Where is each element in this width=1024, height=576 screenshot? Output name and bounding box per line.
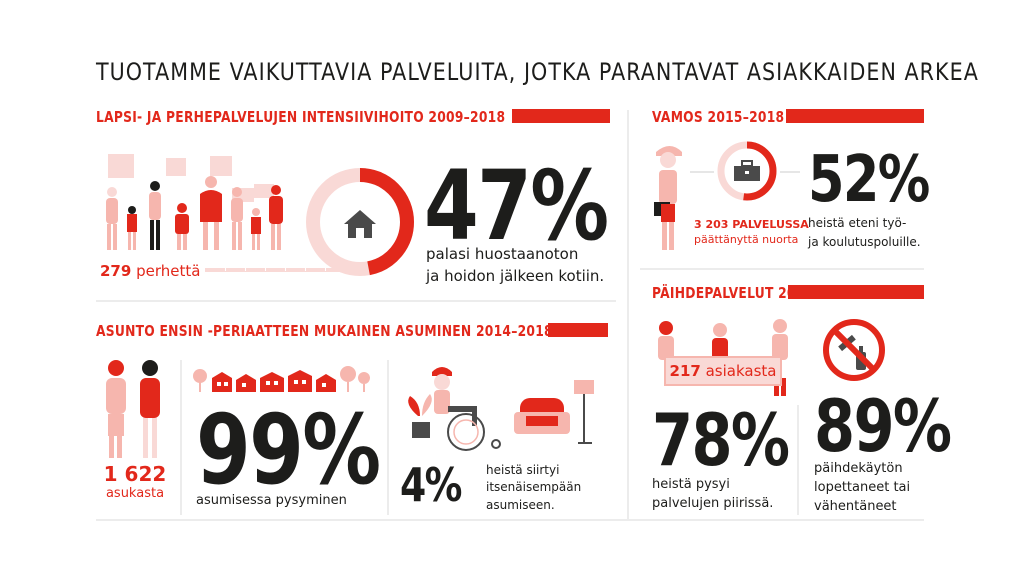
divider-horizontal-right: [640, 268, 924, 270]
house-icon: [344, 210, 376, 238]
divider-s3-b: [387, 360, 389, 515]
section4-percent-a: 78%: [652, 398, 790, 482]
section1-text: palasi huostaanoton ja hoidon jälkeen ko…: [426, 244, 604, 288]
section3-text-b-line3: asumiseen.: [486, 497, 555, 512]
section4-banner: 217 asiakasta: [664, 356, 782, 386]
section3-percent-b: 4%: [400, 458, 462, 512]
wheelchair-illustration: [408, 367, 594, 451]
section2-text-line2: ja koulutuspoluille.: [808, 234, 921, 249]
section1-count: 279 perhettä: [100, 262, 200, 280]
divider-vertical-main: [627, 110, 629, 520]
section4-heading-bar: [788, 285, 924, 299]
briefcase-icon: [734, 160, 760, 181]
page-title: TUOTAMME VAIKUTTAVIA PALVELUITA, JOTKA P…: [96, 58, 979, 86]
section3-heading-bar: [548, 323, 608, 337]
section4-percent-b: 89%: [814, 384, 952, 468]
banner-people-illustration: [658, 319, 788, 396]
section1-percent: 47%: [424, 150, 609, 262]
section1-count-label: perhettä: [136, 262, 201, 280]
section4-heading: PÄIHDEPALVELUT 2018: [652, 284, 814, 302]
section1-text-line1: palasi huostaanoton: [426, 245, 579, 263]
section4-text-b-line3: vähentäneet: [814, 498, 897, 514]
section2-heading: VAMOS 2015–2018: [652, 108, 785, 126]
section3-text-a: asumisessa pysyminen: [196, 493, 347, 508]
section2-count-number: 3 203 PALVELUSSA: [694, 218, 809, 231]
section3-text-b-line2: itsenäisempään: [486, 480, 582, 495]
section4-banner-number: 217: [669, 362, 701, 380]
section2-count-label: päättänyttä nuorta: [694, 232, 799, 246]
timeline-ruler: [205, 268, 365, 272]
section2-heading-bar: [786, 109, 924, 123]
section2-percent: 52%: [808, 143, 930, 217]
section4-text-b-line1: päihdekäytön: [814, 461, 903, 476]
divider-s3-a: [180, 360, 182, 515]
family-illustration: [106, 154, 283, 250]
section4-text-b-line2: lopettaneet tai: [814, 479, 911, 495]
divider-bottom: [96, 519, 924, 521]
section4-text-b: päihdekäytön lopettaneet tai vähentäneet: [814, 460, 910, 517]
section3-heading: ASUNTO ENSIN -PERIAATTEEN MUKAINEN ASUMI…: [96, 322, 553, 340]
section4-text-a-line1: heistä pysyi: [652, 477, 730, 492]
section1-heading: LAPSI- JA PERHEPALVELUJEN INTENSIIVIHOIT…: [96, 108, 506, 126]
section3-percent-a: 99%: [196, 394, 381, 506]
section2-text-line1: heistä eteni työ-: [808, 216, 907, 230]
divider-s4: [797, 405, 799, 515]
residents-illustration: [106, 360, 160, 458]
section4-text-a-line2: palvelujen piirissä.: [652, 495, 774, 511]
section2-count: 3 203 PALVELUSSA päättänyttä nuorta: [694, 218, 809, 248]
section4-banner-label: asiakasta: [705, 362, 777, 380]
section3-text-b-line1: heistä siirtyi: [486, 463, 560, 477]
section3-count-label: asukasta: [105, 486, 165, 501]
houses-illustration: [193, 366, 370, 392]
section4-text-a: heistä pysyi palvelujen piirissä.: [652, 476, 773, 514]
section2-text: heistä eteni työ- ja koulutuspoluille.: [808, 214, 921, 251]
section1-text-line2: ja hoidon jälkeen kotiin.: [426, 266, 605, 285]
section2-donut: [717, 141, 777, 201]
section1-heading-bar: [512, 109, 610, 123]
section1-count-number: 279: [100, 262, 132, 280]
section3-text-b: heistä siirtyi itsenäisempään asumiseen.: [486, 462, 581, 514]
youth-figure: [654, 146, 682, 250]
section3-count: 1 622 asukasta: [100, 462, 170, 501]
connector-lines: [690, 171, 800, 173]
section3-count-number: 1 622: [103, 462, 167, 486]
section1-donut: [306, 168, 414, 276]
no-substances-icon: [823, 319, 885, 381]
divider-horizontal-left: [96, 300, 616, 302]
